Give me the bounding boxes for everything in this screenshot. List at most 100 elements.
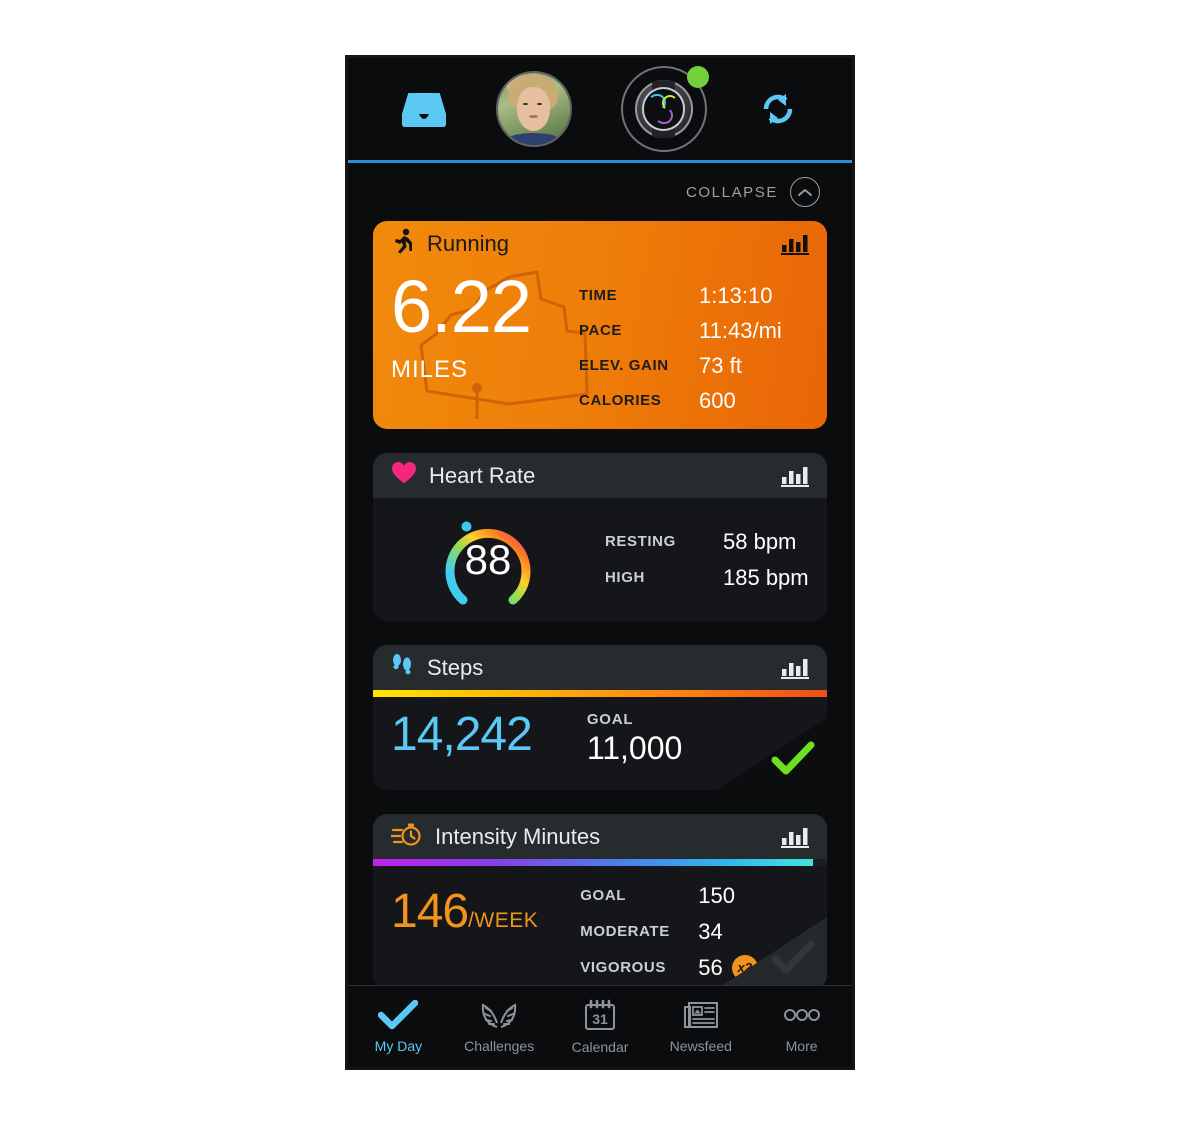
intensity-value-group: 146/WEEK: [391, 888, 538, 936]
card-intensity-minutes[interactable]: Intensity Minutes: [373, 814, 827, 989]
nav-label: Challenges: [464, 1038, 535, 1054]
intensity-progress-track: [373, 859, 827, 866]
bar-chart-icon[interactable]: [781, 657, 809, 679]
running-distance: 6.22 MILES: [391, 265, 532, 429]
laurel-icon: [479, 1000, 519, 1033]
running-distance-unit: MILES: [391, 356, 469, 384]
card-running[interactable]: Running 6: [373, 221, 827, 429]
steps-goal-label: GOAL: [586, 711, 634, 728]
device-status-dot: [686, 66, 709, 88]
stat-value-goal: 150: [698, 883, 735, 908]
phone-frame: COLLAPSE: [345, 55, 855, 1070]
calendar-icon: 31: [582, 999, 618, 1034]
heart-rate-value: 88: [464, 535, 512, 583]
steps-body: 14,242 GOAL 11,000: [373, 697, 827, 790]
stat-value-time: 1:13:10: [699, 283, 773, 308]
nav-item-challenges[interactable]: Challenges: [449, 1000, 550, 1053]
collapse-label: COLLAPSE: [685, 183, 778, 201]
top-bar: [348, 58, 852, 163]
nav-label: Newsfeed: [669, 1038, 732, 1054]
watch-image: [634, 80, 693, 138]
stat-key-goal: GOAL: [580, 887, 627, 904]
device-ring: [620, 66, 707, 152]
stat-value-calories: 600: [699, 388, 736, 413]
intensity-value: 146: [391, 885, 469, 938]
heart-icon: [391, 461, 417, 490]
collapse-row[interactable]: COLLAPSE: [348, 163, 852, 221]
stat-key-calories: CALORIES: [579, 392, 662, 409]
steps-goal: GOAL 11,000: [587, 711, 683, 767]
calendar-day: 31: [592, 1011, 608, 1027]
ellipsis-icon: [780, 1000, 824, 1033]
stat-key-resting: RESTING: [605, 532, 676, 550]
bar-chart-icon[interactable]: [781, 826, 809, 848]
stat-key-high: HIGH: [605, 568, 645, 586]
nav-item-calendar[interactable]: 31 Calendar: [550, 999, 651, 1054]
running-icon: [391, 228, 415, 259]
card-list: Running 6: [348, 221, 852, 1067]
bottom-nav: My Day Challenges: [348, 985, 852, 1067]
card-steps[interactable]: Steps: [373, 645, 827, 790]
nav-item-my-day[interactable]: My Day: [348, 999, 449, 1054]
heart-rate-gauge: 88: [433, 505, 543, 615]
nav-label: My Day: [374, 1038, 423, 1054]
stat-key-time: TIME: [579, 287, 618, 304]
stat-value-high: 185 bpm: [723, 564, 809, 590]
stat-key-elev: ELEV. GAIN: [579, 357, 669, 374]
footprints-icon: [391, 652, 415, 683]
sync-icon: [756, 87, 800, 131]
sync-button[interactable]: [756, 87, 800, 131]
stat-value-vigorous: 56 x2: [698, 950, 758, 986]
steps-goal-met-badge: [717, 718, 827, 790]
stat-key-moderate: MODERATE: [580, 923, 670, 940]
steps-value: 14,242: [391, 708, 533, 761]
running-body: 6.22 MILES TIME 1:13:10 PACE 11:43/mi EL…: [373, 266, 827, 429]
nav-label: Calendar: [571, 1039, 629, 1055]
card-header-steps: Steps: [373, 645, 827, 690]
card-header-heart-rate: Heart Rate: [373, 453, 827, 498]
stat-value-pace: 11:43/mi: [699, 318, 782, 343]
app-screen: COLLAPSE: [348, 58, 852, 1067]
bar-chart-icon[interactable]: [781, 233, 809, 255]
card-title: Running: [427, 230, 509, 256]
device-button[interactable]: [620, 66, 709, 152]
card-heart-rate[interactable]: Heart Rate: [373, 453, 827, 621]
card-title: Heart Rate: [429, 462, 536, 488]
newspaper-icon: [682, 1000, 720, 1033]
running-distance-value: 6.22: [391, 265, 532, 348]
card-header-intensity: Intensity Minutes: [373, 814, 827, 859]
stat-key-vigorous: VIGOROUS: [580, 959, 666, 976]
checkmark-icon: [771, 741, 815, 782]
stat-value-moderate: 34: [698, 919, 723, 944]
heart-rate-stats: RESTING 58 bpm HIGH 185 bpm: [605, 524, 809, 596]
intensity-stats: GOAL 150 MODERATE 34 VIGOROUS 56 x2: [580, 878, 758, 986]
profile-button[interactable]: [495, 71, 572, 147]
stopwatch-icon: [389, 821, 423, 852]
multiplier-badge: x2: [731, 955, 758, 981]
avatar: [495, 71, 572, 147]
stat-key-pace: PACE: [579, 322, 622, 339]
nav-label: More: [785, 1038, 818, 1054]
intensity-progress-fill: [373, 859, 814, 866]
stat-value-elev: 73 ft: [699, 353, 742, 378]
intensity-unit: /WEEK: [468, 909, 539, 932]
steps-progress-track: [373, 690, 827, 697]
checkmark-icon: [771, 940, 815, 981]
steps-goal-value: 11,000: [586, 730, 683, 766]
card-title: Intensity Minutes: [435, 823, 601, 849]
heart-rate-body: 88 RESTING 58 bpm HIGH 185 bpm: [373, 498, 827, 621]
checkmark-icon: [378, 999, 419, 1033]
nav-item-more[interactable]: More: [751, 1000, 852, 1053]
bar-chart-icon[interactable]: [781, 465, 809, 487]
card-title: Steps: [427, 654, 484, 680]
chevron-up-icon[interactable]: [790, 177, 820, 207]
intensity-body: 146/WEEK GOAL 150 MODERATE 34 VIGOROUS 5…: [373, 866, 827, 989]
steps-progress-fill: [373, 690, 827, 697]
inbox-button[interactable]: [401, 89, 447, 129]
card-header-running: Running: [373, 221, 827, 266]
inbox-icon: [401, 89, 447, 129]
nav-item-newsfeed[interactable]: Newsfeed: [650, 1000, 751, 1053]
stat-value-resting: 58 bpm: [723, 528, 797, 554]
running-stats: TIME 1:13:10 PACE 11:43/mi ELEV. GAIN 73…: [579, 266, 782, 429]
